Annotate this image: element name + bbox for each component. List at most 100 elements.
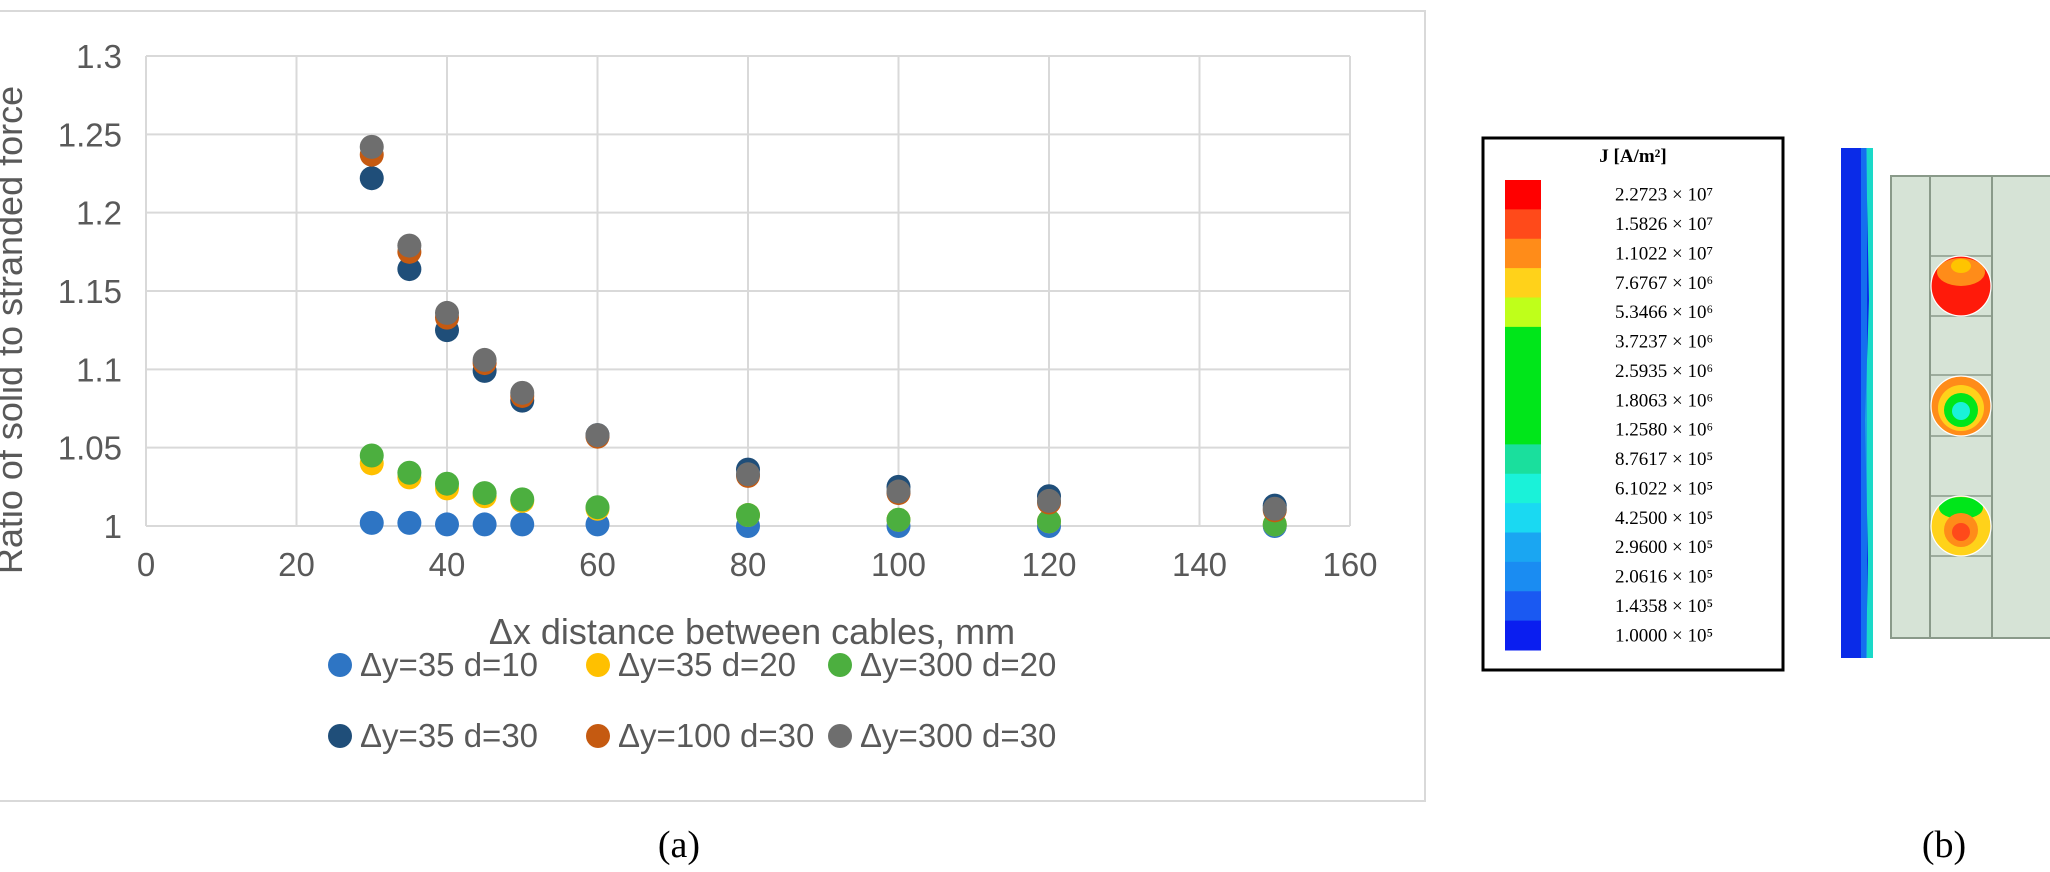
legend-label: Δy=35 d=30 xyxy=(360,717,538,754)
cable-bottom xyxy=(1930,495,1992,557)
legend-marker xyxy=(828,724,852,748)
colorbar-label: 3.7237 × 10⁶ xyxy=(1615,332,1713,353)
y-tick-label: 1.15 xyxy=(58,273,122,310)
chart-frame xyxy=(0,10,1426,802)
x-tick-label: 20 xyxy=(278,546,315,583)
legend: Δy=35 d=10 Δy=35 d=20 Δy=300 d=20 Δy=35 d=3… xyxy=(328,646,1056,754)
colorbar-swatch xyxy=(1505,238,1541,269)
colorbar-swatch xyxy=(1505,503,1541,533)
colorbar-label: 1.1022 × 10⁷ xyxy=(1615,243,1713,264)
legend-label: Δy=300 d=30 xyxy=(860,717,1056,754)
cable-top xyxy=(1930,255,1992,317)
colorbar-label: 8.7617 × 10⁵ xyxy=(1615,449,1713,470)
series-3 xyxy=(359,166,1287,518)
series-4 xyxy=(359,142,1287,523)
x-tick-label: 0 xyxy=(137,546,155,583)
legend-label: Δy=35 d=10 xyxy=(360,646,538,683)
colorbar-swatch xyxy=(1505,561,1541,592)
colorbar-swatch xyxy=(1505,268,1541,298)
x-tick-label: 80 xyxy=(730,546,767,583)
colorbar-label: 2.5935 × 10⁶ xyxy=(1615,361,1713,382)
colorbar-label: 1.8063 × 10⁶ xyxy=(1615,390,1713,411)
colorbar-swatch xyxy=(1505,326,1541,357)
data-point xyxy=(585,423,610,448)
data-point xyxy=(736,503,760,528)
y-tick-labels: 1 1.05 1.1 1.15 1.2 1.25 1.3 xyxy=(58,38,122,545)
colorbar-label: 1.5826 × 10⁷ xyxy=(1615,214,1713,235)
data-point xyxy=(472,347,497,372)
data-point xyxy=(510,512,535,537)
legend-label: Δy=35 d=20 xyxy=(618,646,796,683)
x-tick-label: 160 xyxy=(1322,546,1377,583)
y-tick-label: 1.25 xyxy=(58,116,122,153)
y-tick-label: 1.2 xyxy=(76,195,122,232)
legend-marker xyxy=(328,724,352,748)
colorbar-label: 2.2723 × 10⁷ xyxy=(1615,185,1713,206)
colorbar: 2.2723 × 10⁷ 1.5826 × 10⁷ 1.1022 × 10⁷ 7.67… xyxy=(1505,180,1713,651)
data-point xyxy=(585,495,610,520)
data-point xyxy=(736,462,760,487)
x-axis-title: Δx distance between cables, mm xyxy=(489,611,1015,652)
colorbar-swatch xyxy=(1505,620,1541,651)
data-point xyxy=(1037,509,1061,534)
data-point xyxy=(397,233,422,258)
panel-label-b: (b) xyxy=(1922,824,1966,866)
y-tick-label: 1.1 xyxy=(76,351,122,388)
data-point xyxy=(510,380,535,405)
current-density-field-image xyxy=(1841,148,2050,658)
x-tick-label: 140 xyxy=(1172,546,1227,583)
colorbar-label: 2.9600 × 10⁵ xyxy=(1615,537,1713,558)
colorbar-label: 4.2500 × 10⁵ xyxy=(1615,508,1713,529)
y-tick-label: 1.3 xyxy=(76,38,122,75)
legend-marker xyxy=(828,653,852,677)
colorbar-label: 7.6767 × 10⁶ xyxy=(1615,273,1713,294)
data-point xyxy=(397,510,422,535)
colorbar-swatch xyxy=(1505,591,1541,622)
series-2 xyxy=(359,443,1287,537)
series-1 xyxy=(359,451,1287,537)
grid-lines xyxy=(145,55,1351,527)
colorbar-swatch xyxy=(1505,473,1541,504)
data-point xyxy=(886,507,911,532)
colorbar-swatch xyxy=(1505,209,1541,240)
legend-marker xyxy=(586,724,610,748)
series-5 xyxy=(359,134,1287,521)
colorbar-label: 6.1022 × 10⁵ xyxy=(1615,478,1713,499)
x-tick-labels: 0 20 40 60 80 100 120 140 160 xyxy=(137,546,1378,583)
x-tick-label: 100 xyxy=(871,546,926,583)
data-point xyxy=(510,487,535,512)
cable-middle xyxy=(1930,375,1992,437)
colorbar-label: 5.3466 × 10⁶ xyxy=(1615,302,1713,323)
data-point xyxy=(397,257,422,282)
colorbar-swatch xyxy=(1505,444,1541,475)
colorbar-swatch xyxy=(1505,385,1541,416)
y-axis-title: Ratio of solid to stranded force xyxy=(0,86,30,574)
data-point xyxy=(435,300,459,325)
plate-edge-gradient xyxy=(1865,148,1873,658)
data-point xyxy=(359,134,384,159)
x-tick-label: 120 xyxy=(1021,546,1076,583)
legend-marker xyxy=(328,653,352,677)
panel-label-a: (a) xyxy=(658,824,700,866)
colorbar-label: 1.0000 × 10⁵ xyxy=(1615,625,1713,646)
legend-marker xyxy=(586,653,610,677)
plate-core-band xyxy=(1861,148,1867,658)
data-point xyxy=(886,479,911,504)
colorbar-swatch xyxy=(1505,180,1541,210)
data-point xyxy=(359,443,384,468)
colorbar-swatch xyxy=(1505,415,1541,445)
colorbar-title: J [A/m²] xyxy=(1599,146,1666,167)
data-point xyxy=(359,166,384,191)
data-point xyxy=(359,510,384,535)
colorbar-label: 2.0616 × 10⁵ xyxy=(1615,567,1713,588)
data-point xyxy=(397,460,422,485)
data-point xyxy=(435,471,459,496)
colorbar-label: 1.4358 × 10⁵ xyxy=(1615,596,1713,617)
data-point xyxy=(1262,496,1287,521)
y-tick-label: 1.05 xyxy=(58,430,122,467)
colorbar-swatch xyxy=(1505,356,1541,387)
x-tick-label: 60 xyxy=(579,546,616,583)
series-0 xyxy=(359,510,1287,538)
data-point xyxy=(472,481,497,506)
